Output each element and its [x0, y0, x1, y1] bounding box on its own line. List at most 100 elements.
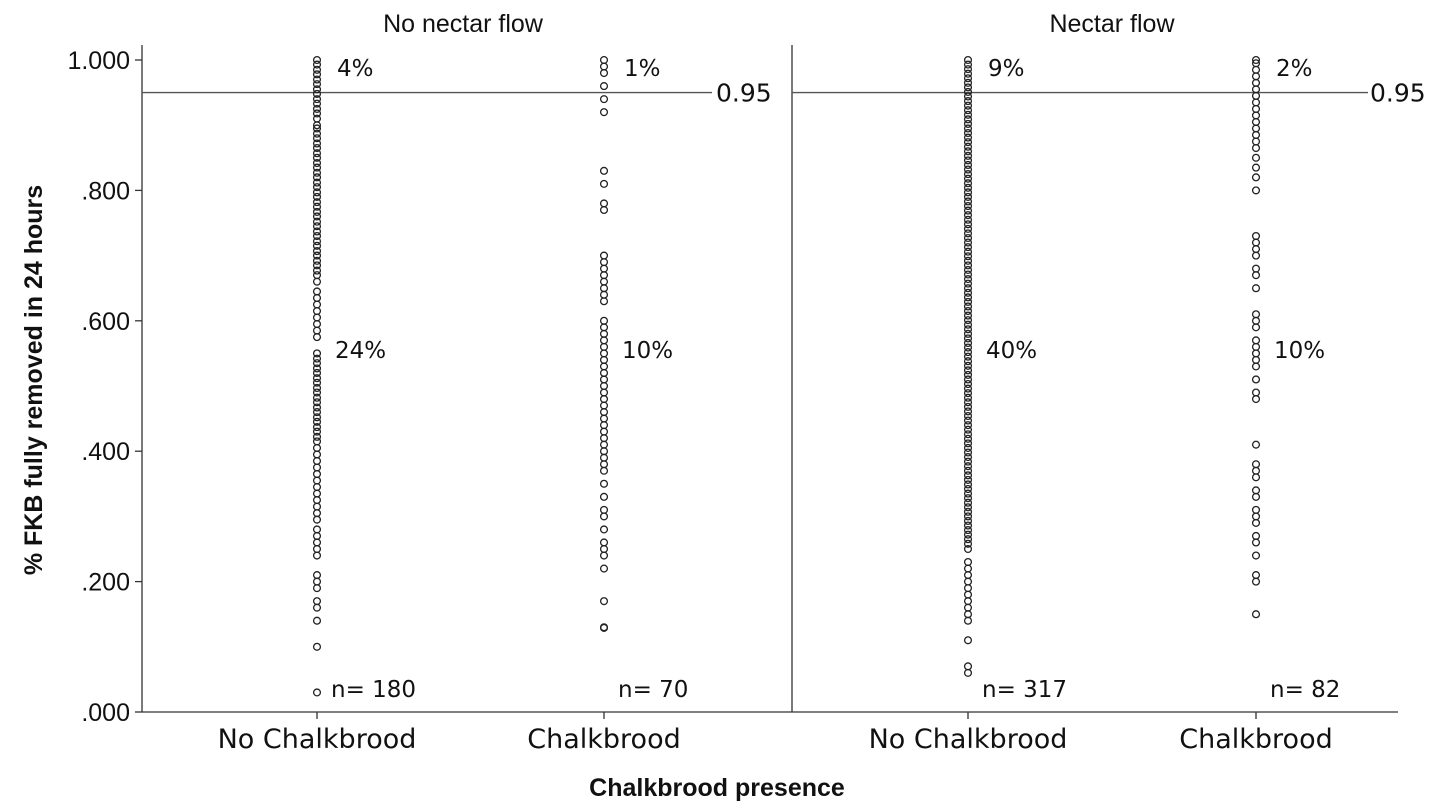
data-point	[1251, 238, 1261, 247]
data-point	[1251, 137, 1261, 146]
data-point	[599, 323, 609, 332]
data-point	[599, 434, 609, 443]
data-point	[963, 484, 973, 494]
data-point	[963, 448, 973, 457]
data-point	[599, 284, 609, 293]
data-point	[963, 229, 973, 238]
data-point	[963, 170, 973, 179]
data-point	[1251, 473, 1261, 482]
data-point	[963, 571, 973, 580]
data-point	[1251, 505, 1261, 514]
data-point	[312, 432, 322, 441]
sample-size-label: n= 180	[331, 677, 416, 703]
data-point	[599, 564, 609, 573]
data-point	[1251, 251, 1261, 260]
data-point	[963, 668, 973, 677]
data-point	[963, 174, 973, 183]
data-point	[312, 597, 322, 606]
data-point	[963, 348, 973, 357]
panel-title: Nectar flow	[1049, 10, 1175, 38]
data-point	[312, 531, 322, 541]
data-point	[1251, 440, 1261, 449]
data-point	[312, 231, 322, 241]
x-category-label: Chalkbrood	[1179, 724, 1332, 755]
data-point	[312, 104, 322, 113]
data-point	[963, 211, 973, 220]
data-point	[1251, 355, 1261, 364]
data-point	[312, 469, 322, 479]
data-point	[312, 300, 322, 309]
percent-above-label: 4%	[337, 56, 374, 82]
data-point	[1251, 173, 1261, 182]
data-point	[312, 241, 322, 250]
data-point	[1251, 336, 1261, 345]
data-point	[963, 407, 973, 416]
data-point	[312, 246, 322, 256]
data-point	[599, 492, 609, 501]
data-point	[599, 414, 609, 423]
data-point	[963, 544, 973, 554]
data-point	[599, 297, 609, 306]
data-point	[312, 437, 322, 446]
data-point	[599, 512, 609, 521]
percent-below-label: 10%	[1274, 338, 1325, 364]
data-point	[312, 476, 322, 485]
data-point	[312, 207, 322, 216]
percent-above-label: 9%	[988, 56, 1025, 82]
data-point	[312, 139, 322, 148]
data-point	[963, 516, 973, 526]
y-tick-label: .600	[81, 308, 130, 336]
data-point	[599, 55, 609, 65]
data-point	[599, 62, 609, 71]
data-point	[1251, 153, 1261, 162]
data-point	[1251, 362, 1261, 371]
data-point	[599, 264, 609, 273]
data-point	[963, 238, 973, 247]
data-point	[312, 134, 322, 143]
data-point	[1251, 486, 1261, 495]
data-point	[312, 417, 322, 426]
data-point	[963, 361, 973, 370]
data-point	[599, 68, 609, 78]
data-point	[963, 462, 973, 471]
data-point	[1251, 55, 1261, 65]
data-point	[963, 220, 973, 229]
data-point	[963, 402, 973, 411]
data-point	[963, 128, 973, 138]
data-point	[963, 160, 973, 170]
data-point	[963, 101, 973, 110]
data-point	[963, 87, 973, 96]
data-point	[312, 121, 322, 130]
data-point	[312, 271, 322, 280]
percent-below-label: 24%	[335, 338, 386, 364]
y-tick-label: 1.000	[67, 47, 130, 75]
data-point	[1251, 610, 1261, 619]
data-point	[599, 329, 609, 338]
data-point	[1251, 143, 1261, 153]
data-point	[963, 147, 973, 156]
data-point	[599, 427, 609, 436]
data-point	[1251, 85, 1261, 94]
data-point	[963, 489, 973, 498]
data-point	[599, 525, 609, 534]
data-point	[963, 343, 973, 352]
data-point	[963, 393, 973, 402]
data-point	[963, 584, 973, 593]
data-point	[963, 247, 973, 256]
data-point	[312, 75, 322, 84]
data-point	[963, 224, 973, 233]
data-point	[312, 383, 322, 393]
y-tick-label: .400	[81, 438, 130, 466]
x-category-label: Chalkbrood	[527, 724, 680, 755]
data-point	[963, 311, 973, 320]
data-point	[963, 366, 973, 375]
data-point	[963, 370, 973, 379]
data-point	[312, 403, 322, 412]
data-point	[312, 306, 322, 316]
data-point	[1251, 111, 1261, 120]
data-point	[963, 557, 973, 567]
data-point	[1251, 117, 1261, 126]
data-point	[312, 188, 322, 197]
data-point	[1251, 104, 1261, 113]
data-point	[599, 381, 609, 391]
